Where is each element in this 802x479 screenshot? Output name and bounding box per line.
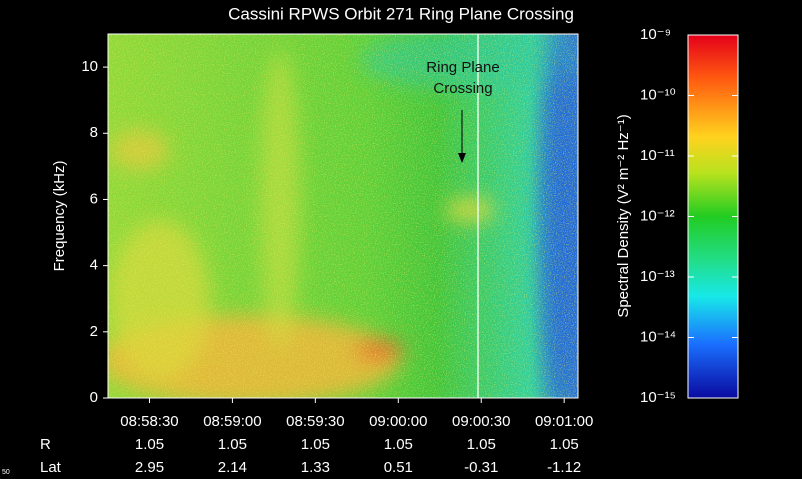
ephemeris-value: 1.05 [218, 436, 247, 453]
y-tick-label: 0 [90, 389, 98, 406]
colorbar-tick-label: 10⁻¹⁴ [640, 328, 676, 345]
colorbar-tick-label: 10⁻⁹ [640, 26, 671, 43]
spectrogram-image [108, 34, 578, 398]
y-tick-label: 10 [81, 58, 98, 75]
ephemeris-value: 2.14 [218, 459, 247, 476]
x-tick-label: 09:00:00 [369, 413, 427, 430]
ephemeris-value: 1.05 [301, 436, 330, 453]
x-tick-label: 08:58:30 [120, 413, 178, 430]
x-tick-label: 08:59:30 [286, 413, 344, 430]
colorbar-tick-label: 10⁻¹² [640, 207, 675, 224]
ephemeris-label: R [40, 436, 51, 453]
corner-label: 50 [2, 469, 10, 476]
colorbar-tick-label: 10⁻¹³ [640, 268, 675, 285]
ephemeris-value: 1.05 [550, 436, 579, 453]
ephemeris-value: -0.31 [464, 459, 498, 476]
annotation: Ring Plane [426, 59, 499, 76]
colorbar-tick-label: 10⁻¹⁰ [640, 86, 676, 103]
y-tick-label: 6 [90, 190, 98, 207]
y-tick-label: 2 [90, 323, 98, 340]
ephemeris-value: 1.33 [301, 459, 330, 476]
colorbar [687, 34, 739, 399]
annotation-arrowhead [458, 153, 466, 163]
y-axis-label: Frequency (kHz) [51, 161, 68, 272]
ephemeris-value: 1.05 [384, 436, 413, 453]
x-tick-label: 09:00:30 [452, 413, 510, 430]
ephemeris-value: -1.12 [547, 459, 581, 476]
y-tick-label: 8 [90, 124, 98, 141]
y-tick-label: 4 [90, 257, 98, 274]
x-tick-label: 09:01:00 [535, 413, 593, 430]
colorbar-label: Spectral Density (V² m⁻² Hz⁻¹) [615, 114, 632, 317]
ephemeris-value: 2.95 [135, 459, 164, 476]
annotation: Crossing [433, 80, 492, 97]
colorbar-tick-label: 10⁻¹¹ [640, 147, 675, 164]
plot-frame [107, 33, 579, 399]
ephemeris-value: 0.51 [384, 459, 413, 476]
ephemeris-value: 1.05 [135, 436, 164, 453]
ephemeris-label: Lat [40, 459, 62, 476]
colorbar-tick-label: 10⁻¹⁵ [640, 389, 676, 406]
chart-title: Cassini RPWS Orbit 271 Ring Plane Crossi… [228, 4, 574, 23]
ephemeris-value: 1.05 [467, 436, 496, 453]
x-tick-label: 08:59:00 [203, 413, 261, 430]
